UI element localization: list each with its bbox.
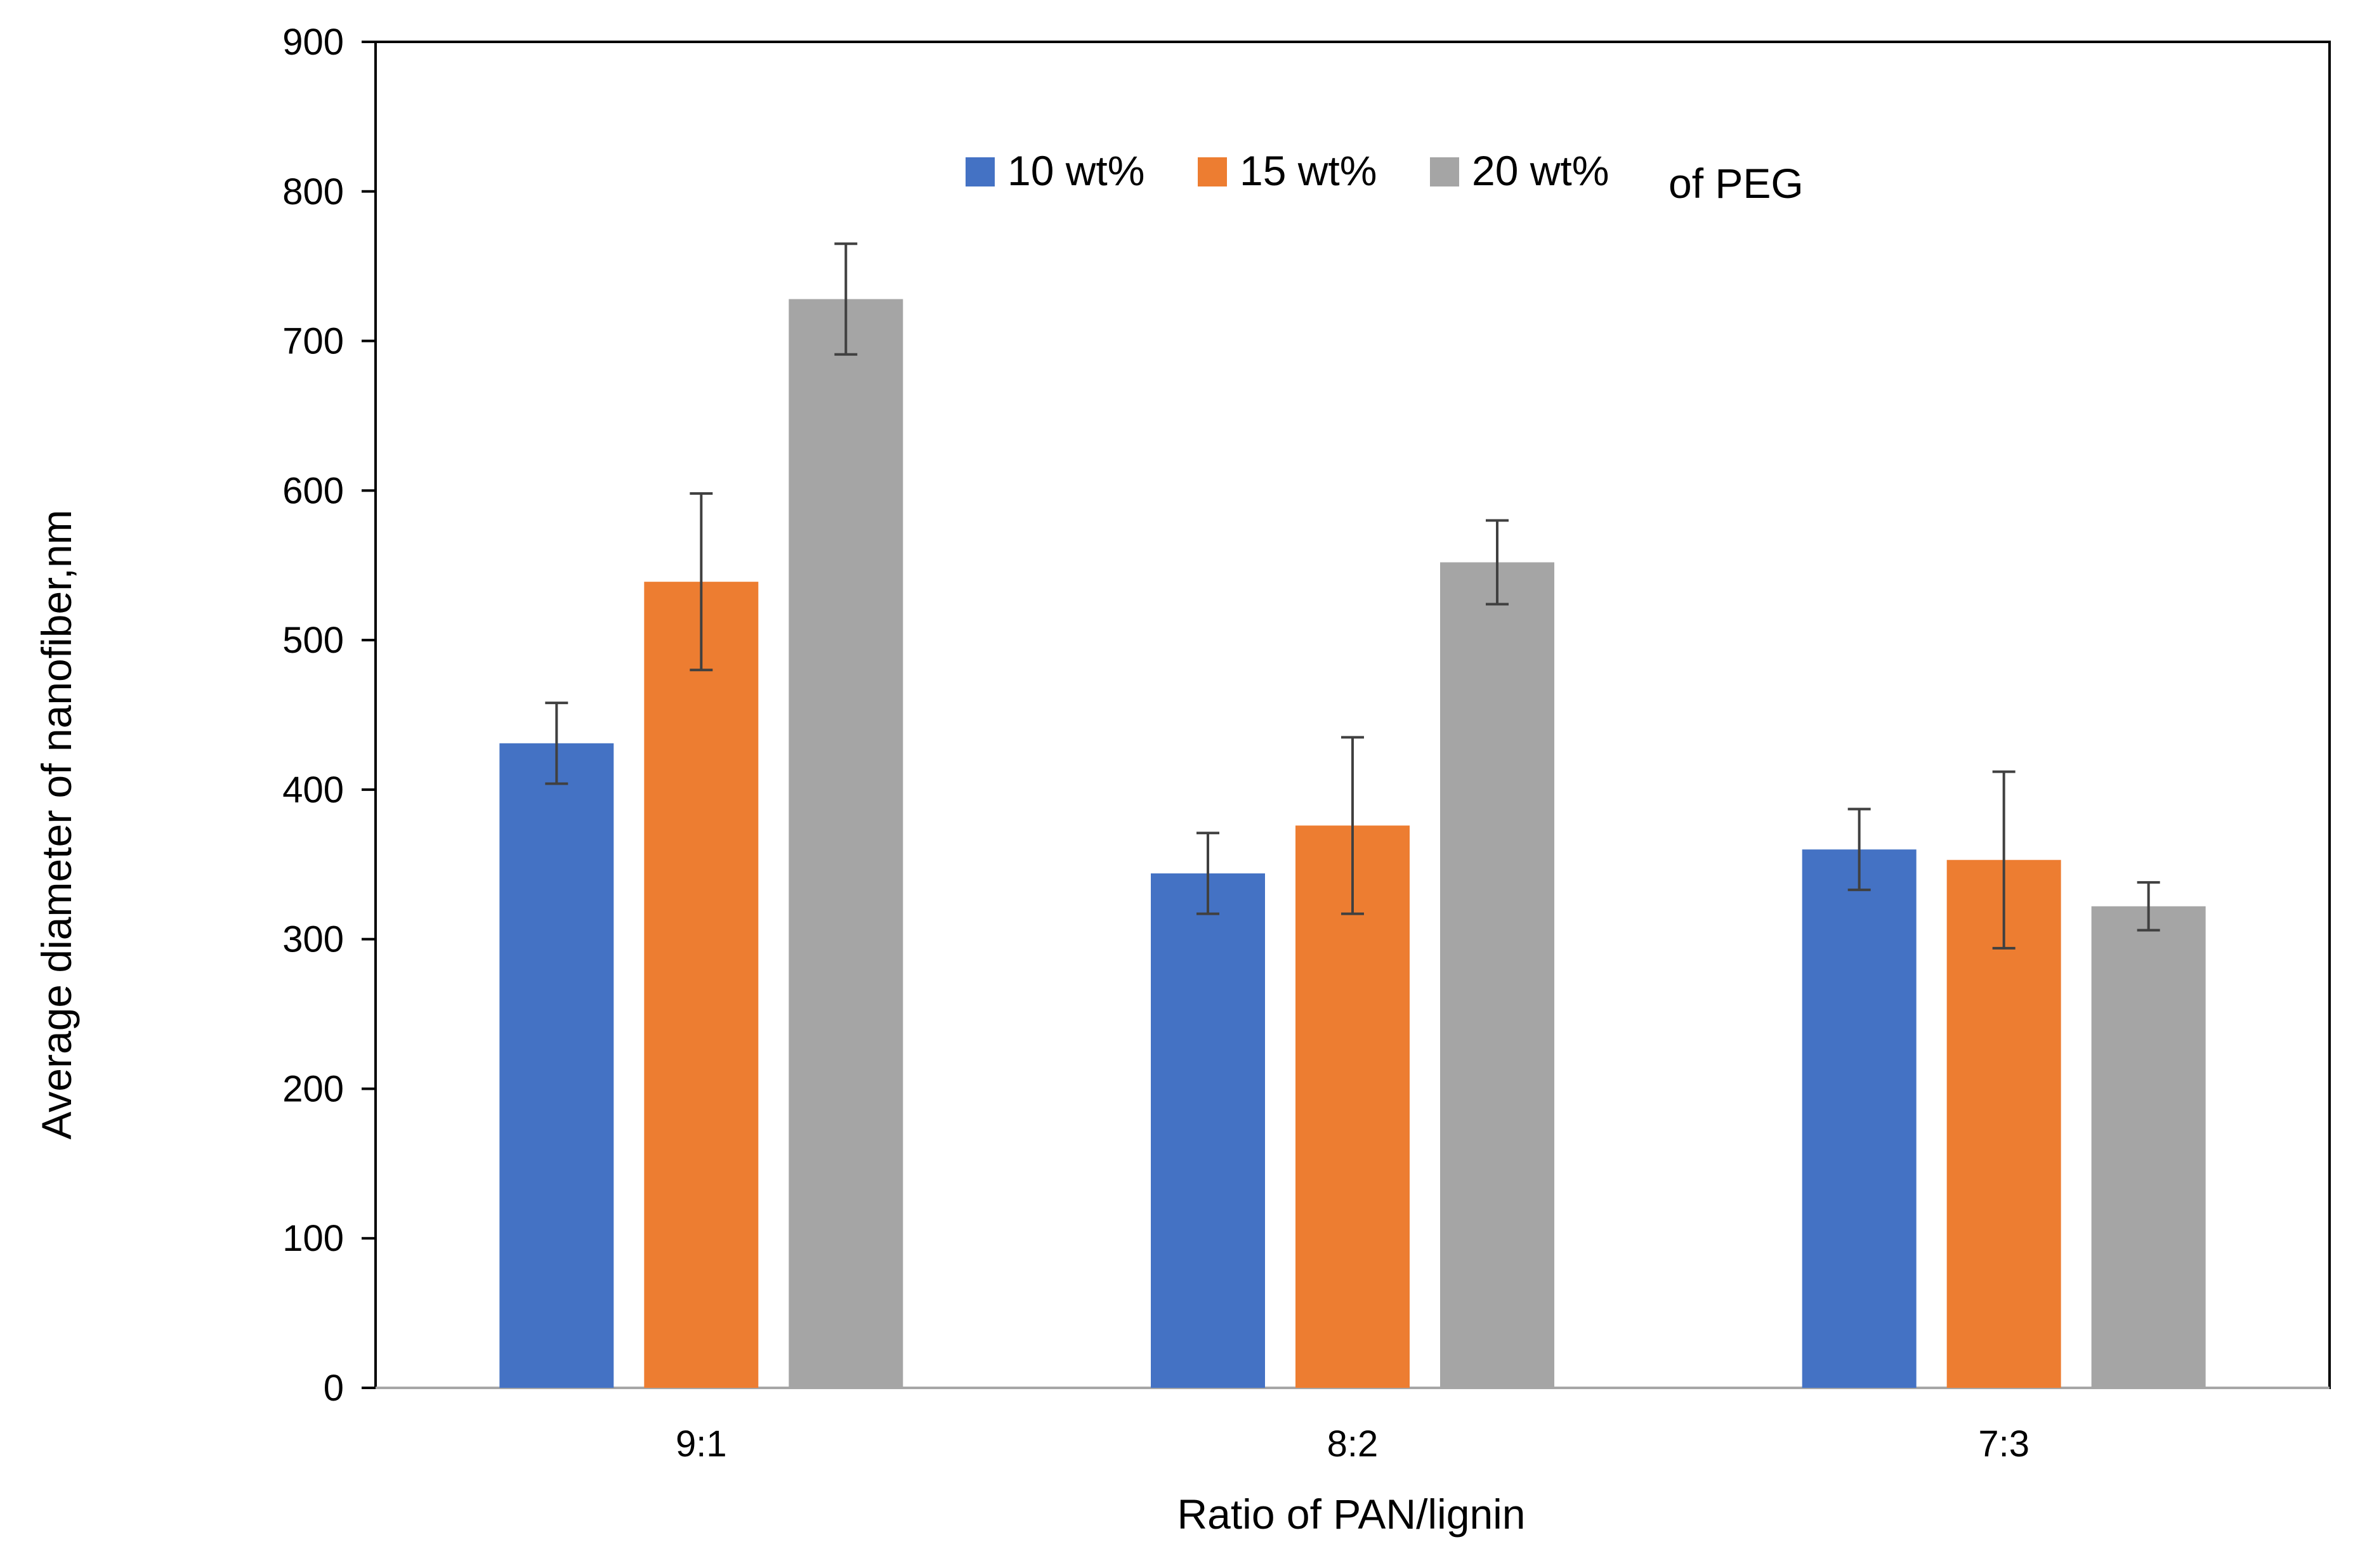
bar xyxy=(789,299,903,1388)
legend-entry: 15 wt% xyxy=(1240,147,1377,194)
bar xyxy=(1440,562,1554,1388)
y-tick-label: 700 xyxy=(282,321,344,362)
y-tick-label: 0 xyxy=(324,1368,344,1409)
y-tick-label: 100 xyxy=(282,1218,344,1259)
legend-entry: 20 wt% xyxy=(1472,147,1609,194)
y-tick-label: 900 xyxy=(282,22,344,63)
y-tick-label: 400 xyxy=(282,769,344,811)
x-tick-label: 9:1 xyxy=(676,1423,727,1465)
legend-suffix: of PEG xyxy=(1668,160,1804,207)
y-tick-label: 500 xyxy=(282,620,344,661)
bar xyxy=(499,743,614,1388)
bar xyxy=(1151,873,1265,1388)
bars xyxy=(499,299,2206,1388)
x-axis-title: Ratio of PAN/lignin xyxy=(1177,1491,1525,1538)
y-tick-label: 800 xyxy=(282,171,344,212)
y-tick-label: 600 xyxy=(282,470,344,511)
x-axis: 9:1 8:2 7:3 xyxy=(376,1387,2330,1465)
legend-swatch xyxy=(1430,157,1459,186)
legend: 10 wt% 15 wt% 20 wt% of PEG xyxy=(966,147,1804,207)
bar xyxy=(1802,849,1917,1388)
bar xyxy=(2091,906,2206,1388)
y-tick-label: 200 xyxy=(282,1068,344,1109)
legend-entry: 10 wt% xyxy=(1007,147,1144,194)
legend-swatch xyxy=(966,157,995,186)
x-tick-label: 7:3 xyxy=(1978,1423,2029,1465)
x-tick-label: 8:2 xyxy=(1327,1423,1379,1465)
y-axis-title: Average diameter of nanofiber,nm xyxy=(33,509,80,1139)
y-tick-label: 300 xyxy=(282,919,344,960)
legend-swatch xyxy=(1198,157,1227,186)
bar xyxy=(644,582,759,1388)
error-bars xyxy=(545,242,2160,950)
bar xyxy=(1295,825,1410,1388)
